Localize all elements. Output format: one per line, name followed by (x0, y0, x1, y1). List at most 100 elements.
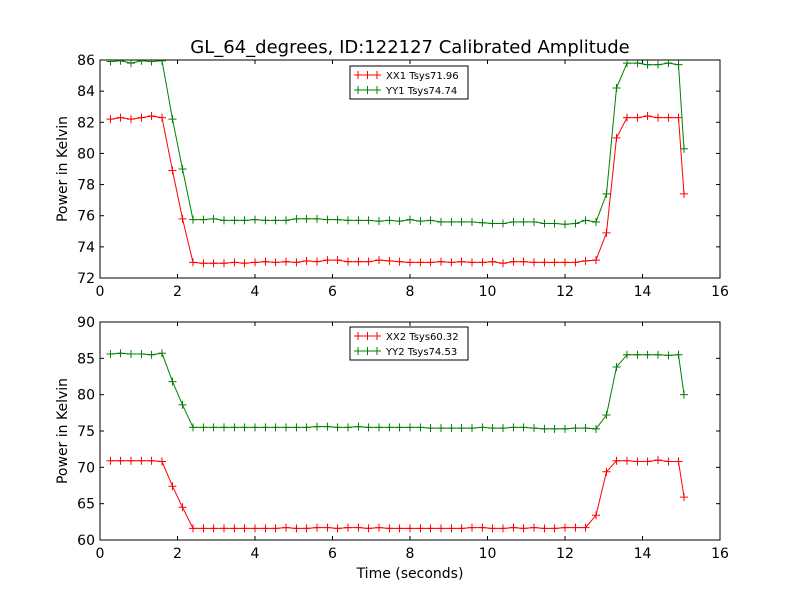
y-tick-label: 60 (77, 533, 95, 549)
data-point (271, 423, 280, 432)
series-line (110, 459, 685, 529)
data-point (530, 217, 538, 226)
data-point (385, 423, 394, 432)
y-tick-label: 82 (77, 115, 95, 131)
data-point (468, 217, 476, 226)
data-point (478, 218, 487, 227)
x-tick-label: 10 (479, 284, 497, 300)
data-point (643, 60, 652, 69)
data-point (654, 113, 662, 122)
data-point (313, 214, 321, 223)
data-point (323, 523, 332, 532)
y-tick-label: 76 (77, 209, 95, 225)
x-tick-label: 16 (711, 284, 729, 300)
data-point (571, 424, 580, 433)
legend-marker (373, 332, 381, 340)
legend-marker (363, 332, 372, 340)
data-point (499, 219, 507, 228)
data-point (292, 423, 301, 432)
data-point (127, 456, 135, 465)
x-tick-label: 16 (711, 546, 729, 562)
data-point (147, 350, 156, 359)
data-point (137, 60, 146, 65)
data-point (354, 216, 363, 225)
data-point (333, 256, 342, 265)
data-point (581, 256, 590, 265)
x-tick-label: 4 (251, 546, 260, 562)
data-point (612, 133, 621, 142)
data-point (509, 423, 518, 432)
data-point (571, 258, 580, 267)
data-point (643, 350, 652, 359)
data-point (437, 424, 445, 433)
data-point (623, 456, 631, 465)
data-point (447, 424, 456, 433)
data-point (168, 377, 177, 386)
data-point (674, 350, 683, 359)
data-point (364, 423, 373, 432)
data-point (364, 216, 373, 225)
y-tick-label: 72 (77, 271, 95, 287)
data-point (530, 424, 538, 433)
data-point (488, 257, 497, 266)
data-point (240, 423, 249, 432)
data-point (643, 112, 652, 121)
legend-marker (373, 86, 381, 94)
data-point (550, 219, 559, 228)
data-point (209, 259, 218, 268)
data-point (499, 424, 507, 433)
data-point (116, 60, 125, 65)
data-point (478, 258, 487, 267)
data-point (354, 422, 363, 431)
data-point (406, 524, 414, 533)
data-point (189, 423, 197, 432)
data-point (499, 524, 507, 533)
data-point (509, 217, 518, 226)
data-point (302, 423, 311, 432)
data-point (447, 524, 456, 533)
data-point (261, 423, 270, 432)
x-tick-label: 4 (251, 284, 260, 300)
legend-label: YY1 Tsys74.74 (385, 86, 457, 97)
y-axis-label: Power in Kelvin (55, 116, 71, 222)
data-point (426, 258, 435, 267)
data-point (550, 524, 559, 533)
data-point (499, 259, 507, 268)
data-point (302, 214, 311, 223)
data-point (261, 257, 270, 266)
data-point (406, 215, 414, 224)
data-point (530, 523, 538, 532)
x-tick-label: 12 (556, 284, 574, 300)
data-point (116, 349, 125, 358)
data-point (292, 214, 301, 223)
data-point (116, 113, 125, 122)
legend-marker (373, 71, 381, 79)
legend-label: XX2 Tsys60.32 (386, 332, 459, 343)
legend-marker (363, 86, 372, 94)
data-point (189, 215, 197, 224)
data-point (664, 457, 673, 466)
data-point (158, 457, 166, 466)
data-point (375, 523, 383, 532)
data-point (106, 456, 115, 465)
legend-label: YY2 Tsys74.53 (385, 347, 457, 358)
data-point (561, 424, 569, 433)
data-point (178, 400, 187, 409)
data-point (457, 524, 466, 533)
y-tick-label: 85 (77, 351, 95, 367)
data-point (178, 503, 187, 512)
data-point (654, 456, 662, 465)
data-point (468, 523, 476, 532)
legend-marker (363, 71, 372, 79)
data-point (602, 189, 611, 198)
x-tick-label: 0 (96, 284, 105, 300)
data-point (571, 219, 580, 228)
data-point (602, 467, 611, 476)
data-point (488, 424, 497, 433)
data-point (230, 524, 239, 533)
data-point (354, 257, 363, 266)
data-point (623, 60, 631, 68)
data-point (468, 258, 476, 267)
data-point (251, 258, 259, 267)
data-point (654, 350, 662, 359)
